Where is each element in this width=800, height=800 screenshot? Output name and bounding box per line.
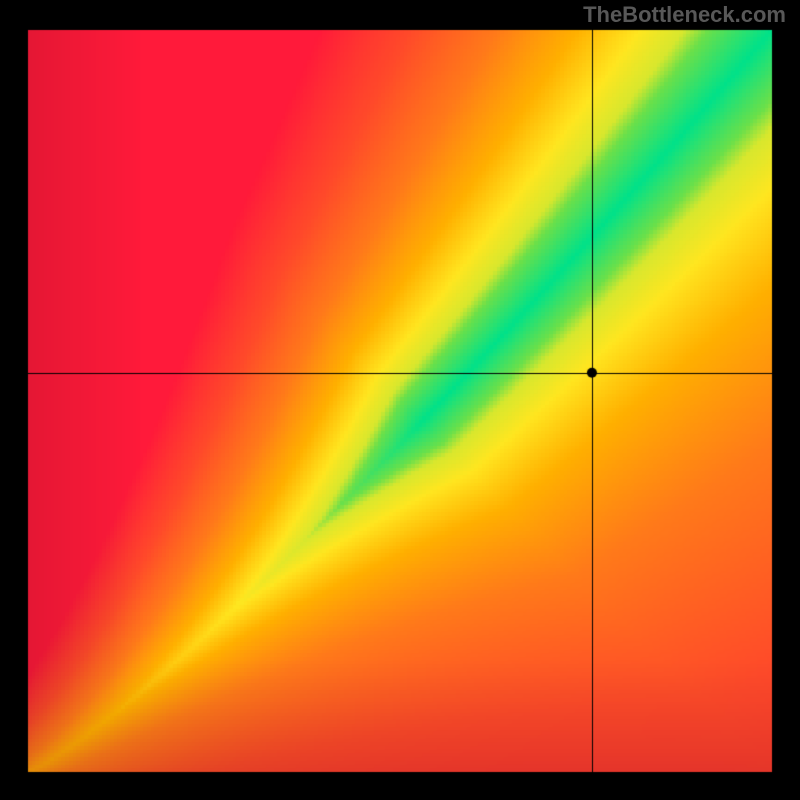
bottleneck-heatmap	[0, 0, 800, 800]
watermark-text: TheBottleneck.com	[583, 2, 786, 28]
